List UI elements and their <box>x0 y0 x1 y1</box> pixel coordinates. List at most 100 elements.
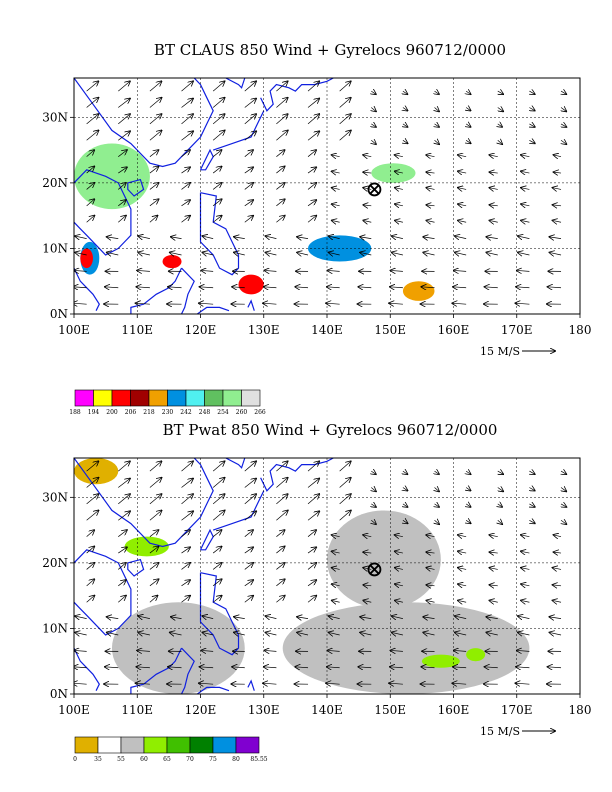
colorbar-swatch <box>130 389 150 407</box>
wind-vector <box>561 108 566 112</box>
x-tick-label: 110E <box>121 323 153 337</box>
x-tick-label: 180 <box>569 323 592 337</box>
wind-vector <box>212 98 224 108</box>
wind-vector <box>423 237 435 239</box>
wind-vector <box>263 683 277 684</box>
x-tick-label: 100E <box>58 703 90 717</box>
wind-vector <box>276 478 287 488</box>
wind-vector <box>371 471 376 474</box>
wind-vector <box>363 172 372 173</box>
wind-vector <box>358 667 372 668</box>
wind-vector <box>149 530 158 537</box>
shaded-region <box>282 602 530 694</box>
wind-vector <box>212 183 221 190</box>
wind-vector <box>307 131 319 141</box>
wind-vector <box>149 166 159 174</box>
wind-vector <box>455 252 467 255</box>
wind-vector <box>455 616 467 619</box>
wind-vector <box>86 530 95 537</box>
wind-vector <box>466 124 470 127</box>
wind-vector <box>276 461 287 472</box>
wind-vector <box>118 131 130 141</box>
colorbar-swatch <box>185 389 205 407</box>
colorbar-swatch <box>143 736 168 754</box>
wind-vector <box>489 155 498 157</box>
coastline-segment <box>225 78 246 89</box>
wind-vector <box>339 511 351 521</box>
wind-vector <box>244 563 253 570</box>
wind-vector <box>307 479 319 488</box>
wind-vector <box>489 205 498 206</box>
wind-vector <box>74 287 87 288</box>
wind-vector <box>149 216 158 223</box>
wind-vector <box>498 471 503 474</box>
wind-vector <box>244 131 256 141</box>
wind-vector <box>403 108 408 111</box>
colorbar-level-label: 35 <box>94 756 102 763</box>
coastline-segment <box>130 647 183 694</box>
wind-vector <box>297 617 309 619</box>
wind-vector <box>307 150 316 157</box>
wind-vector <box>138 616 150 619</box>
wind-vector <box>339 81 351 92</box>
vector-reference: 15 M/S <box>480 725 555 738</box>
wind-vector <box>118 216 126 223</box>
wind-vector <box>118 530 127 537</box>
wind-vector <box>234 617 245 619</box>
wind-vector <box>75 236 87 239</box>
wind-vector <box>452 303 467 304</box>
shaded-region <box>421 654 460 668</box>
wind-vector <box>458 155 467 157</box>
wind-vector <box>426 585 435 586</box>
wind-vector <box>329 252 340 255</box>
wind-vector <box>371 140 376 144</box>
wind-vector <box>244 216 253 223</box>
coastline-segment <box>247 679 255 691</box>
wind-vector <box>554 155 562 157</box>
wind-vector <box>181 99 193 108</box>
shaded-region <box>327 510 441 609</box>
wind-vector <box>181 563 190 570</box>
wind-vector <box>276 546 284 554</box>
wind-vector <box>561 471 566 474</box>
x-tick-label: 110E <box>121 703 153 717</box>
wind-vector <box>307 216 316 223</box>
wind-vector <box>118 200 126 207</box>
wind-vector <box>86 478 99 488</box>
wind-vector <box>390 287 403 288</box>
y-tick-label: 0N <box>50 307 68 321</box>
wind-vector <box>332 171 340 173</box>
coastline-segment <box>180 647 195 694</box>
wind-vector <box>403 520 408 523</box>
wind-vector <box>118 81 130 92</box>
colorbar-level-label: 194 <box>88 409 100 416</box>
wind-vector <box>276 563 284 570</box>
wind-vector <box>181 596 191 603</box>
wind-vector <box>561 140 566 144</box>
wind-vector <box>86 461 99 472</box>
wind-vector <box>181 580 191 587</box>
chart-title: BT Pwat 850 Wind + Gyrelocs 960712/0000 <box>163 421 498 439</box>
wind-vector <box>212 596 221 603</box>
wind-vector <box>435 488 439 492</box>
wind-vector <box>212 166 221 174</box>
brightness-temperature-shading <box>74 143 435 301</box>
wind-vector <box>561 520 566 524</box>
wind-vector <box>170 632 182 635</box>
wind-vector <box>307 114 319 125</box>
wind-vector <box>276 530 284 537</box>
colorbar-level-label: 230 <box>162 409 174 416</box>
wind-vector <box>118 99 130 108</box>
wind-vector <box>212 461 224 472</box>
wind-vector <box>276 596 284 603</box>
colorbar-level-label: 206 <box>125 409 137 416</box>
wind-vector <box>234 632 245 635</box>
wind-vector <box>553 220 562 222</box>
wind-vector <box>201 270 214 271</box>
wind-vector <box>276 114 287 125</box>
wind-vector <box>244 114 256 125</box>
shaded-region <box>466 648 486 662</box>
wind-vector <box>332 155 340 157</box>
wind-vector <box>521 188 530 190</box>
wind-vector <box>149 511 162 521</box>
